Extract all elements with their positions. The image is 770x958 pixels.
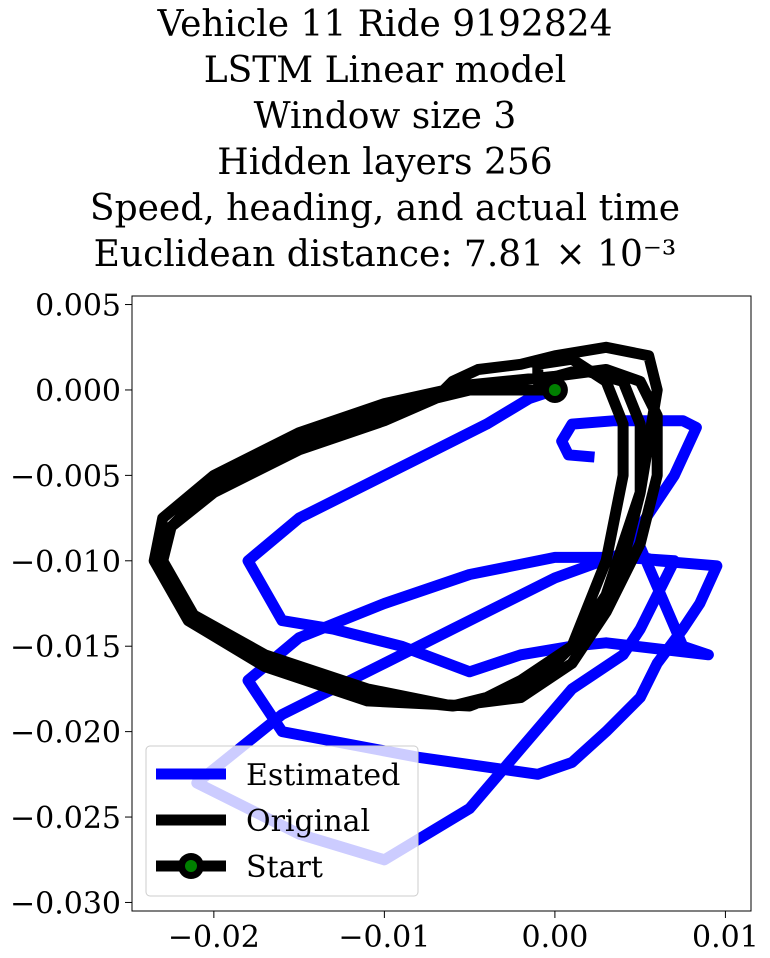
- chart-title: Vehicle 11 Ride 9192824 LSTM Linear model…: [0, 2, 770, 278]
- x-tick-label: 0.00: [521, 920, 588, 955]
- y-tick-label: 0.000: [35, 374, 121, 409]
- legend-label-start: Start: [246, 850, 323, 885]
- axes-frame: [131, 295, 752, 912]
- title-line: Vehicle 11 Ride 9192824: [157, 4, 613, 45]
- legend-box: [145, 745, 419, 897]
- title-line: Speed, heading, and actual time: [89, 188, 681, 229]
- title-line: LSTM Linear model: [203, 50, 567, 91]
- y-tick-label: −0.025: [10, 801, 121, 836]
- legend-start-marker: [185, 860, 197, 872]
- title-line: Window size 3: [253, 96, 517, 137]
- x-tick-label: −0.02: [168, 920, 260, 955]
- y-tick-label: −0.010: [10, 545, 121, 580]
- series-line-estimated: [191, 383, 723, 866]
- legend-label-original: Original: [246, 804, 370, 839]
- y-tick-label: −0.030: [10, 886, 121, 921]
- x-tick-label: 0.01: [692, 920, 759, 955]
- title-line: Hidden layers 256: [217, 142, 553, 183]
- y-tick-label: −0.020: [10, 716, 121, 751]
- y-tick-label: −0.005: [10, 459, 121, 494]
- legend-label-estimated: Estimated: [246, 758, 400, 793]
- x-tick-label: −0.01: [338, 920, 430, 955]
- y-tick-label: 0.005: [35, 289, 121, 324]
- series-line-original: [148, 341, 663, 712]
- title-line: Euclidean distance: 7.81 × 10⁻³: [93, 234, 677, 275]
- y-tick-label: −0.015: [10, 630, 121, 665]
- plot-area: [148, 341, 723, 866]
- start-marker: [548, 383, 561, 396]
